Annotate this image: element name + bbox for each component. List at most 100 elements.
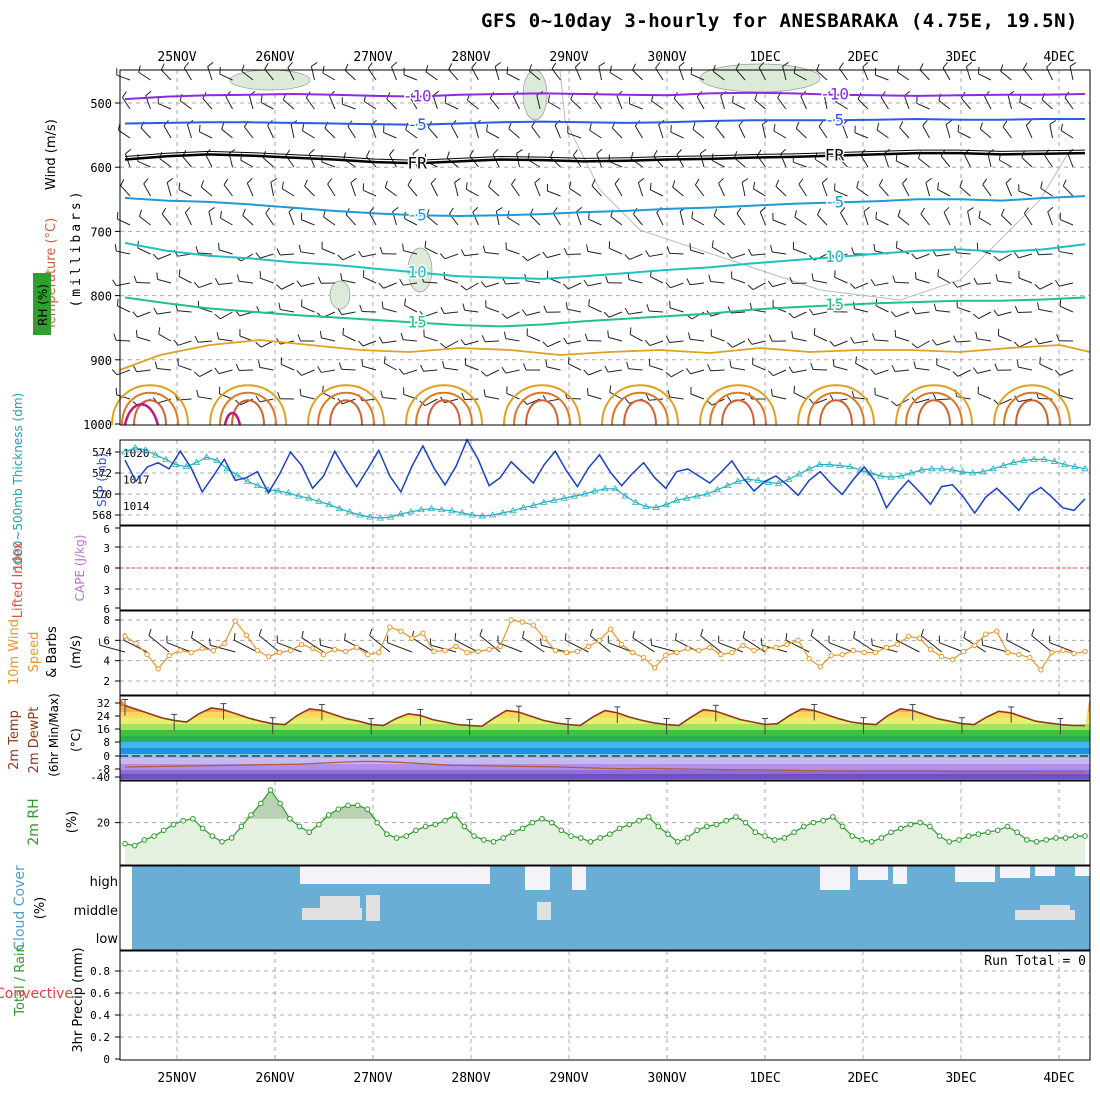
temp-color-band [120, 774, 1090, 779]
wind-barb [896, 65, 910, 81]
thickness-marker [131, 444, 139, 451]
y-tick-label: 20 [97, 817, 110, 830]
barb-staff [198, 282, 213, 289]
temp-color-band [120, 748, 1090, 754]
barb-flag [624, 254, 630, 260]
barb-staff [813, 398, 828, 405]
rh-marker [684, 835, 691, 841]
barb-flag [993, 309, 999, 316]
barb-staff [327, 183, 336, 197]
wind-barb [911, 307, 930, 315]
isotherm-label: -10 [403, 87, 432, 106]
barb-staff [860, 154, 869, 168]
wind-barb [694, 178, 705, 197]
isotherm-20-30 [415, 391, 473, 426]
cloud-gap [525, 866, 550, 890]
barb-staff [963, 154, 971, 168]
thickness-marker [836, 461, 844, 469]
barb-staff [1000, 70, 1012, 81]
cloud-level-label: middle [74, 904, 118, 919]
wind-barb [522, 253, 541, 262]
barb-staff [403, 250, 418, 255]
isotherm-20-30 [709, 391, 767, 426]
barb-flag [676, 149, 682, 155]
barb-staff [281, 188, 295, 197]
barb-staff [138, 71, 151, 81]
barb-flag [793, 385, 796, 393]
wind-barb [542, 340, 561, 348]
barb-flag [678, 61, 685, 68]
barb-staff [629, 333, 643, 342]
axis-title-line: (°C) [69, 728, 83, 752]
barb-flag [481, 335, 486, 342]
barb-staff [310, 66, 315, 81]
barb-flag [173, 339, 179, 346]
rh-marker [626, 821, 633, 828]
barb-flag [626, 361, 630, 369]
barb-staff [897, 215, 910, 226]
barb-staff [280, 309, 295, 313]
barb-flag [132, 311, 138, 318]
barb-staff [208, 211, 213, 226]
barb-staff [248, 95, 254, 110]
wind-barb [959, 180, 971, 197]
barb-staff [669, 252, 684, 255]
barb-flag [522, 630, 525, 638]
barb-staff [937, 188, 951, 197]
barb-flag [255, 341, 262, 348]
barb-flag [945, 119, 953, 125]
barb-staff [386, 98, 397, 110]
axis-title-wind: Wind (m/s) [44, 119, 59, 190]
wind-barb [839, 62, 848, 81]
barb-staff [485, 252, 500, 255]
wind-barb [361, 359, 377, 371]
wind-barb [246, 177, 254, 197]
barb-staff [210, 644, 236, 653]
rh-marker [141, 837, 148, 843]
barb-staff [673, 98, 684, 110]
barb-staff [919, 69, 930, 81]
barb-staff [528, 70, 541, 81]
axis-title: Lifted Index [11, 541, 26, 618]
rh-marker [384, 831, 390, 837]
barb-staff [362, 340, 377, 347]
barb-staff [445, 340, 459, 349]
barb-flag [646, 304, 650, 312]
barb-flag [953, 335, 957, 343]
rh-marker [781, 835, 788, 841]
thickness-marker [815, 460, 824, 467]
thickness-marker [386, 513, 395, 520]
barb-staff [793, 311, 807, 319]
wind-barb [317, 276, 336, 284]
barb-staff [818, 126, 828, 139]
barb-flag [925, 177, 932, 183]
axis-title-line: Speed [27, 632, 42, 673]
wind-barb [299, 388, 315, 400]
isotherm-label: -5 [825, 110, 844, 129]
rh-marker [306, 829, 313, 836]
barb-staff [772, 395, 787, 400]
barb-staff [220, 217, 233, 226]
barb-flag [522, 309, 527, 316]
thickness-marker [1040, 455, 1048, 462]
wind-barb [243, 120, 254, 139]
barb-flag [378, 282, 384, 289]
wind-speed-marker [431, 648, 437, 655]
barb-flag [465, 182, 468, 190]
barb-flag [281, 181, 284, 189]
wind-barb [265, 207, 274, 226]
barb-staff [260, 101, 274, 110]
barb-flag [913, 361, 917, 369]
rh-marker [374, 819, 380, 826]
wind-barb [281, 181, 295, 197]
barb-staff [472, 212, 479, 226]
wind-barb [1046, 61, 1053, 81]
barb-staff [632, 637, 655, 653]
date-label: 1DEC [749, 50, 780, 65]
barb-flag [591, 179, 596, 186]
barb-staff [464, 309, 479, 313]
barb-flag [770, 388, 773, 396]
wind-barb [207, 61, 214, 81]
barb-flag [665, 371, 672, 378]
barb-staff [385, 187, 397, 197]
